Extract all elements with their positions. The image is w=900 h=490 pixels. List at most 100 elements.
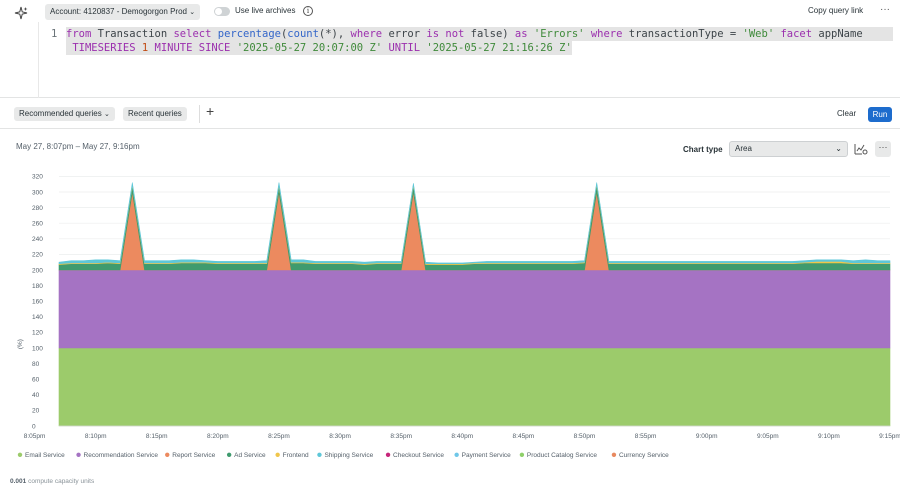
chevron-down-icon: ⌄	[835, 144, 842, 153]
query-token: (*),	[318, 28, 351, 40]
query-token: appName	[812, 28, 863, 40]
area-chart[interactable]: 0 20 40 60 80 100 120 140 160 180 200 220 240 260 280 3…	[0, 160, 900, 465]
chevron-down-icon: ⌄	[103, 111, 110, 118]
x-tick-label: 8:35pm	[390, 433, 412, 440]
more-options-icon[interactable]: ···	[880, 4, 890, 15]
query-token: from	[66, 28, 92, 40]
chart-settings-icon[interactable]	[854, 143, 868, 157]
compute-capacity-note: 0.001 compute capacity units	[10, 478, 94, 485]
legend-item[interactable]: Report Service	[172, 452, 215, 459]
legend-item[interactable]: Recommendation Service	[84, 452, 159, 459]
legend-item[interactable]: Shipping Service	[324, 452, 373, 459]
x-tick-label: 8:05pm	[24, 433, 46, 440]
chart-areas	[58, 182, 891, 427]
legend-item[interactable]: Checkout Service	[393, 452, 444, 459]
series-area	[58, 269, 891, 349]
line-number: 1	[51, 28, 58, 40]
query-token: error	[382, 28, 427, 40]
clear-button[interactable]: Clear	[837, 109, 857, 118]
compute-value: 0.001	[10, 478, 27, 485]
query-token: percentage	[217, 28, 281, 40]
sparkle-icon	[14, 6, 28, 20]
y-tick-label: 160	[32, 299, 43, 306]
legend-item[interactable]: Frontend	[283, 452, 309, 459]
live-archives-toggle[interactable]	[214, 7, 230, 16]
legend-swatch	[165, 452, 170, 457]
chart-legend: Email Service Recommendation Service Repor…	[17, 452, 669, 459]
info-icon[interactable]: i	[303, 6, 313, 16]
ai-assist-button[interactable]	[8, 4, 34, 22]
y-tick-label: 320	[32, 174, 43, 181]
y-tick-label: 100	[32, 345, 43, 352]
x-tick-label: 8:40pm	[451, 433, 473, 440]
legend-item[interactable]: Email Service	[25, 452, 65, 459]
legend-item[interactable]: Currency Service	[619, 452, 669, 459]
series-area	[58, 191, 891, 271]
x-tick-label: 9:05pm	[757, 433, 779, 440]
run-button[interactable]: Run	[868, 107, 892, 122]
x-tick-label: 8:50pm	[574, 433, 596, 440]
legend-item[interactable]: Ad Service	[234, 452, 266, 459]
compute-label: compute capacity units	[28, 478, 95, 485]
x-tick-label: 8:15pm	[146, 433, 168, 440]
series-area	[58, 347, 891, 427]
query-token: as	[514, 28, 528, 40]
chart-type-label: Chart type	[683, 145, 723, 154]
x-tick-label: 8:10pm	[85, 433, 107, 440]
legend-swatch	[611, 452, 617, 457]
series-area	[58, 183, 891, 265]
y-tick-label: 300	[32, 189, 43, 196]
legend-item[interactable]: Product Catalog Service	[527, 452, 597, 459]
query-token: MINUTE	[148, 42, 199, 54]
x-tick-label: 9:00pm	[696, 433, 718, 440]
chart-type-value: Area	[735, 144, 752, 153]
query-token: facet	[780, 28, 813, 40]
query-token: count	[287, 28, 319, 40]
legend-item[interactable]: Payment Service	[462, 452, 512, 459]
chevron-down-icon: ⌄	[189, 9, 196, 16]
x-tick-label: 9:10pm	[818, 433, 840, 440]
x-tick-label: 8:30pm	[329, 433, 351, 440]
y-tick-label: 220	[32, 252, 43, 259]
x-tick-label: 8:20pm	[207, 433, 229, 440]
query-token: (	[280, 28, 288, 40]
y-tick-label: 80	[32, 361, 40, 368]
query-line-2[interactable]: TIMESERIES 1 MINUTE SINCE '2025-05-27 20…	[66, 41, 572, 55]
y-axis-label: (%)	[17, 339, 24, 349]
legend-swatch	[317, 452, 322, 457]
y-tick-label: 140	[32, 314, 43, 321]
series-area	[58, 182, 891, 265]
query-token: where	[350, 28, 383, 40]
chart-more-options-icon[interactable]: ···	[875, 141, 891, 157]
query-token: select	[173, 28, 212, 40]
query-toolbar: Recommended queries ⌄ Recent queries + C…	[0, 99, 900, 129]
time-range-label: May 27, 8:07pm – May 27, 9:16pm	[16, 142, 140, 151]
chart-type-select[interactable]: Area ⌄	[729, 141, 848, 157]
legend-swatch	[76, 452, 81, 457]
x-axis: 8:05pm 8:10pm 8:15pm 8:20pm 8:25pm 8:30pm 8:35…	[24, 425, 900, 440]
y-tick-label: 260	[32, 221, 43, 228]
add-query-button[interactable]: +	[206, 103, 215, 119]
query-token: false)	[464, 28, 515, 40]
y-tick-label: 0	[32, 423, 36, 430]
y-tick-label: 180	[32, 283, 43, 290]
legend-swatch	[17, 452, 23, 457]
recent-queries-button[interactable]: Recent queries	[123, 107, 187, 121]
y-tick-label: 20	[32, 408, 40, 415]
legend-swatch	[454, 452, 459, 457]
x-tick-label: 8:55pm	[635, 433, 657, 440]
account-selector[interactable]: Account: 4120837 - Demogorgon Prod ⌄	[45, 4, 201, 20]
y-tick-label: 60	[32, 377, 40, 384]
legend-swatch	[226, 452, 232, 457]
query-token: SINCE	[198, 42, 237, 54]
account-label: Account: 4120837 - Demogorgon Prod	[50, 7, 187, 16]
recommended-queries-button[interactable]: Recommended queries ⌄	[14, 107, 115, 121]
series-area	[58, 184, 891, 271]
query-token: TIMESERIES	[66, 42, 142, 54]
copy-query-link-button[interactable]: Copy query link	[808, 6, 864, 15]
query-line-1[interactable]: from Transaction select percentage(count…	[66, 27, 893, 41]
recommended-queries-label: Recommended queries	[19, 109, 102, 118]
query-token: Transaction	[91, 28, 174, 40]
y-axis: 0 20 40 60 80 100 120 140 160 180 200 220 240 260 280 3…	[32, 174, 43, 431]
editor-gutter-divider	[38, 22, 39, 98]
